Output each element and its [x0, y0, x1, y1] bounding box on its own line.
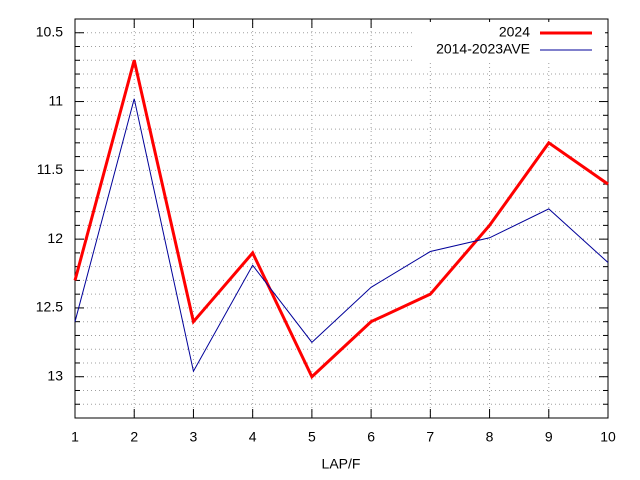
y-tick-label: 12 — [47, 230, 63, 246]
x-tick-label: 9 — [545, 429, 553, 445]
x-axis-label: LAP/F — [322, 456, 361, 472]
x-tick-label: 5 — [308, 429, 316, 445]
legend-box — [415, 22, 605, 62]
x-tick-label: 4 — [249, 429, 257, 445]
y-tick-label: 12.5 — [36, 299, 63, 315]
series-line — [74, 98, 609, 373]
y-tick-label: 11 — [48, 92, 63, 108]
x-tick-label: 10 — [600, 429, 616, 445]
x-tick-label: 3 — [190, 429, 198, 445]
y-tick-label: 13 — [47, 367, 63, 383]
y-tick-label: 10.5 — [36, 23, 63, 39]
plot-frame — [74, 18, 609, 419]
x-tick-label: 7 — [426, 429, 434, 445]
x-tick-label: 1 — [71, 429, 79, 445]
legend-label: 2014-2023AVE — [436, 41, 530, 57]
x-tick-label: 2 — [130, 429, 138, 445]
series-line — [73, 59, 609, 380]
x-tick-label: 6 — [367, 429, 375, 445]
y-tick-label: 11.5 — [37, 161, 63, 177]
x-tick-label: 8 — [486, 429, 494, 445]
legend-label: 2024 — [499, 24, 530, 40]
